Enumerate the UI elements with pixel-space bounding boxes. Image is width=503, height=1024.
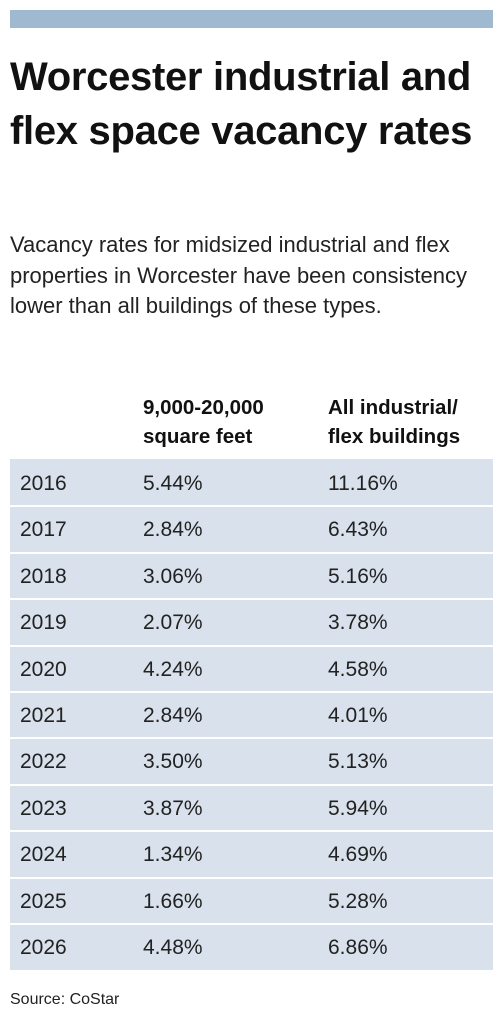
midsized-rate-cell: 1.34% [143, 843, 203, 867]
year-cell: 2019 [20, 611, 67, 635]
all-buildings-rate-cell: 6.43% [328, 518, 388, 542]
chart-title: Worcester industrial and flex space vaca… [10, 55, 473, 153]
table-row: 2022 3.50% 5.13% [10, 737, 493, 783]
year-cell: 2022 [20, 750, 67, 774]
midsized-rate-cell: 2.07% [143, 611, 203, 635]
table-row: 2019 2.07% 3.78% [10, 598, 493, 644]
chart-subtitle: Vacancy rates for midsized industrial an… [10, 232, 467, 318]
year-cell: 2017 [20, 518, 67, 542]
row-divider [10, 876, 493, 879]
row-divider [10, 505, 493, 508]
year-cell: 2025 [20, 889, 67, 913]
midsized-rate-cell: 5.44% [143, 472, 203, 495]
table-row: 2017 2.84% 6.43% [10, 505, 493, 551]
column-header-midsized: 9,000-20,000 square feet [143, 393, 264, 451]
row-divider [10, 923, 493, 925]
midsized-rate-cell: 4.24% [143, 657, 203, 681]
midsized-rate-cell: 1.66% [143, 889, 203, 913]
midsized-rate-cell: 3.06% [143, 564, 203, 588]
all-buildings-rate-cell: 5.94% [328, 796, 388, 820]
row-divider [10, 598, 493, 601]
midsized-rate-cell: 3.87% [143, 796, 203, 820]
row-divider [10, 691, 493, 693]
all-buildings-rate-cell: 6.86% [328, 936, 388, 959]
year-cell: 2021 [20, 704, 67, 727]
column-header-all-line1: All industrial/ [328, 396, 458, 419]
column-header-midsized-line1: 9,000-20,000 [143, 396, 264, 419]
all-buildings-rate-cell: 3.78% [328, 611, 388, 635]
table-row: 2025 1.66% 5.28% [10, 876, 493, 923]
year-cell: 2023 [20, 796, 67, 820]
all-buildings-rate-cell: 5.16% [328, 564, 388, 588]
table-row: 2018 3.06% 5.16% [10, 551, 493, 598]
table-row: 2021 2.84% 4.01% [10, 691, 493, 737]
column-header-all-buildings: All industrial/ flex buildings [328, 393, 460, 451]
midsized-rate-cell: 4.48% [143, 936, 203, 959]
table-row: 2020 4.24% 4.58% [10, 644, 493, 691]
all-buildings-rate-cell: 4.01% [328, 704, 388, 727]
year-cell: 2024 [20, 843, 67, 867]
midsized-rate-cell: 2.84% [143, 704, 203, 727]
column-header-all-line2: flex buildings [328, 425, 461, 448]
row-divider [10, 551, 493, 554]
row-divider [10, 830, 493, 833]
table-row: 2024 1.34% 4.69% [10, 830, 493, 876]
source-note: Source: CoStar [10, 991, 120, 1008]
midsized-rate-cell: 2.84% [143, 518, 203, 542]
all-buildings-rate-cell: 4.69% [328, 843, 388, 867]
row-divider [10, 783, 493, 786]
year-cell: 2020 [20, 657, 67, 681]
header-accent-bar [10, 10, 493, 28]
table-row: 2023 3.87% 5.94% [10, 783, 493, 830]
column-header-midsized-line2: square feet [143, 425, 253, 448]
year-cell: 2026 [20, 936, 67, 959]
vacancy-table: 2016 5.44% 11.16% 2017 2.84% 6.43% 2018 3.06% 5.… [10, 459, 493, 970]
year-cell: 2016 [20, 472, 67, 495]
table-row: 2026 4.48% 6.86% [10, 923, 493, 969]
row-divider [10, 644, 493, 647]
all-buildings-rate-cell: 11.16% [328, 472, 398, 495]
all-buildings-rate-cell: 4.58% [328, 657, 388, 681]
all-buildings-rate-cell: 5.13% [328, 750, 388, 774]
midsized-rate-cell: 3.50% [143, 750, 203, 774]
row-divider [10, 737, 493, 740]
table-row: 2016 5.44% 11.16% [10, 459, 493, 505]
year-cell: 2018 [20, 564, 67, 588]
all-buildings-rate-cell: 5.28% [328, 889, 388, 913]
